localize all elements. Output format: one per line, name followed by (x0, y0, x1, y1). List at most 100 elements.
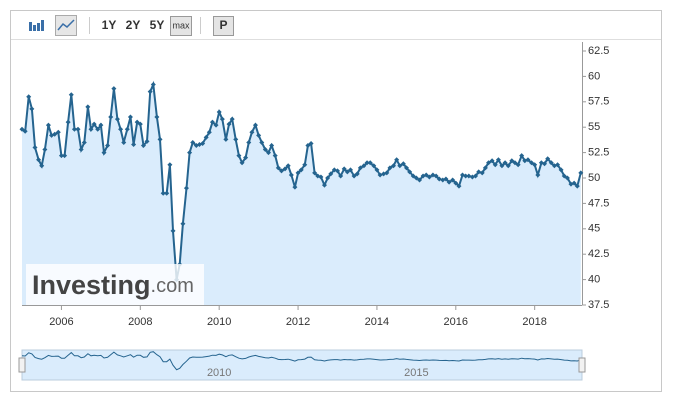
marker (81, 139, 87, 145)
marker (532, 162, 538, 168)
y-tick-label: 57.5 (588, 96, 609, 108)
marker (512, 160, 518, 166)
marker (413, 175, 419, 181)
marker (292, 184, 298, 190)
x-tick-label: 2010 (207, 316, 231, 328)
marker (318, 174, 324, 180)
marker (111, 86, 117, 92)
marker (354, 171, 360, 177)
range-button[interactable]: max (172, 20, 190, 30)
p-button[interactable]: P (219, 18, 227, 32)
brand-suffix: .com (151, 275, 194, 297)
marker (275, 165, 281, 171)
marker (154, 114, 160, 120)
marker (298, 167, 304, 173)
marker (374, 167, 380, 173)
marker (236, 153, 242, 159)
marker (397, 163, 403, 169)
marker (377, 172, 383, 178)
marker (499, 163, 505, 169)
navigator-bg[interactable] (21, 349, 583, 381)
marker (426, 174, 432, 180)
marker (259, 139, 265, 145)
marker (443, 176, 449, 182)
chart-type-icons[interactable] (29, 15, 77, 36)
marker (246, 139, 252, 145)
marker (433, 173, 439, 179)
marker (85, 104, 91, 110)
marker (295, 170, 301, 176)
navigator[interactable]: 2010 2015 (18, 349, 586, 381)
plot: 37.5 40 42.5 45 47.5 50 52.5 55 57.5 60 62.5 2006 20… (19, 42, 609, 328)
marker (519, 153, 525, 159)
marker (22, 128, 28, 134)
range-button[interactable]: 1Y (102, 18, 117, 32)
marker (400, 161, 406, 167)
marker (351, 173, 357, 179)
toolbar: 1Y 2Y 5Y max P (102, 16, 234, 36)
marker (65, 119, 71, 125)
icon[interactable] (37, 23, 40, 31)
marker (42, 147, 48, 153)
watermark-bg (26, 264, 204, 305)
y-tick-label: 62.5 (588, 45, 609, 57)
marker (571, 180, 577, 186)
x-tick-label: 2012 (286, 316, 310, 328)
y-tick-label: 37.5 (588, 299, 609, 311)
marker (302, 162, 308, 168)
marker (417, 177, 423, 183)
marker (288, 172, 294, 178)
marker (515, 162, 521, 168)
icon[interactable] (33, 25, 36, 31)
area (22, 84, 581, 305)
marker (95, 126, 101, 132)
marker (407, 169, 413, 175)
icon[interactable] (41, 20, 44, 31)
marker (561, 173, 567, 179)
navigator-handle[interactable] (18, 357, 26, 373)
marker (121, 139, 127, 145)
marker (535, 172, 541, 178)
marker (39, 163, 45, 169)
marker (555, 162, 561, 168)
range-button[interactable]: 5Y (150, 18, 165, 32)
max-button-bg[interactable] (170, 16, 192, 36)
marker (502, 160, 508, 166)
p-button-bg[interactable] (213, 16, 234, 36)
y-tick-label: 50 (588, 172, 600, 184)
marker (160, 190, 166, 196)
marker (131, 141, 137, 147)
marker (187, 150, 193, 156)
marker (542, 161, 548, 167)
marker (529, 160, 535, 166)
marker (450, 177, 456, 183)
marker (219, 116, 225, 122)
marker (239, 160, 245, 166)
marker (338, 173, 344, 179)
marker (262, 147, 268, 153)
marker (548, 160, 554, 166)
marker (114, 116, 120, 122)
marker (361, 163, 367, 169)
marker (157, 136, 163, 142)
navigator-handle[interactable] (578, 357, 586, 373)
marker (367, 160, 373, 166)
range-button[interactable]: 2Y (126, 18, 141, 32)
marker (78, 147, 84, 153)
marker (505, 163, 511, 169)
marker (144, 138, 150, 144)
marker (328, 171, 334, 177)
marker (134, 119, 140, 125)
marker (384, 170, 390, 176)
navigator-label: 2010 (207, 367, 231, 379)
marker (98, 122, 104, 128)
marker (216, 109, 222, 115)
marker (278, 168, 284, 174)
icon[interactable] (57, 19, 75, 31)
marker (492, 162, 498, 168)
icon[interactable] (29, 22, 32, 31)
marker (357, 165, 363, 171)
marker (233, 136, 239, 142)
navigator-label: 2015 (404, 367, 428, 379)
